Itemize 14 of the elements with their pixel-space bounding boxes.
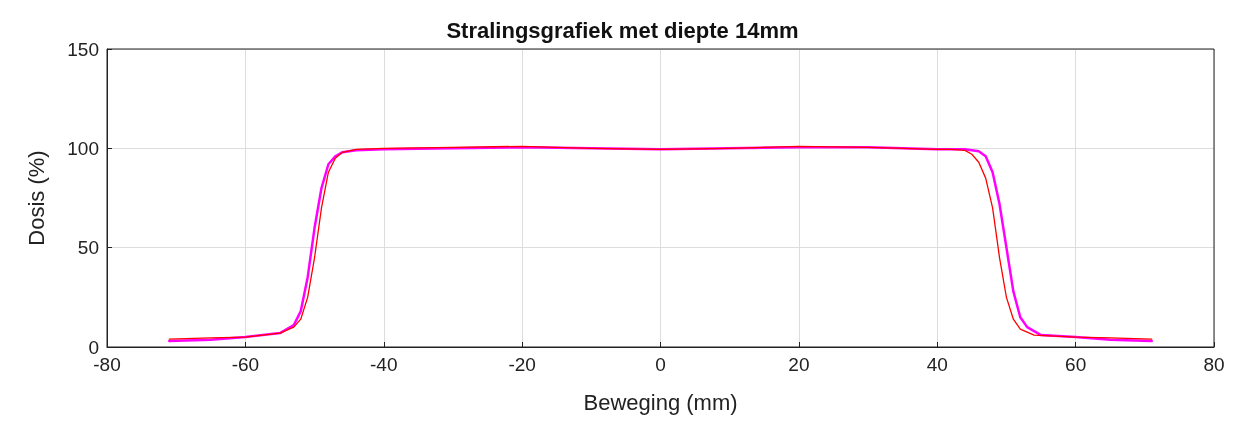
x-tick-label: -40 (370, 354, 398, 375)
x-tick-label: -60 (231, 354, 260, 375)
x-tick-label: 60 (1065, 354, 1087, 375)
y-tick-label: 150 (67, 38, 99, 60)
chart-title: Stralingsgrafiek met diepte 14mm (446, 17, 799, 43)
y-axis-title: Dosis (%) (23, 150, 49, 246)
x-tick-label: 0 (655, 354, 666, 375)
x-axis-title: Beweging (mm) (583, 389, 738, 415)
y-tick-label: 50 (77, 237, 99, 259)
x-tick-label: 40 (926, 354, 948, 375)
y-tick-label: 100 (67, 137, 99, 159)
x-tick-label: -20 (508, 354, 536, 375)
x-tick-label: 80 (1203, 354, 1225, 375)
x-tick-label: 20 (788, 354, 810, 375)
